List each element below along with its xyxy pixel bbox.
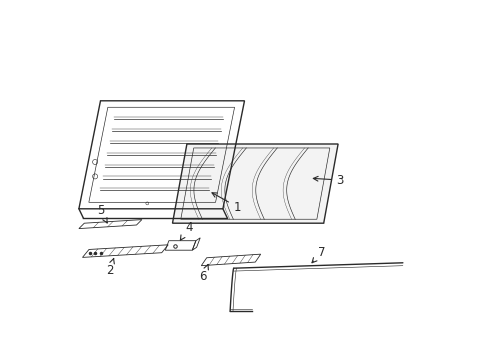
Text: 3: 3 [313,174,343,186]
Text: 1: 1 [212,193,241,213]
Text: 7: 7 [311,246,325,263]
Text: 4: 4 [180,221,192,240]
Text: 2: 2 [105,258,114,277]
Text: 6: 6 [199,264,208,283]
Polygon shape [172,144,337,223]
Text: 5: 5 [97,204,107,223]
